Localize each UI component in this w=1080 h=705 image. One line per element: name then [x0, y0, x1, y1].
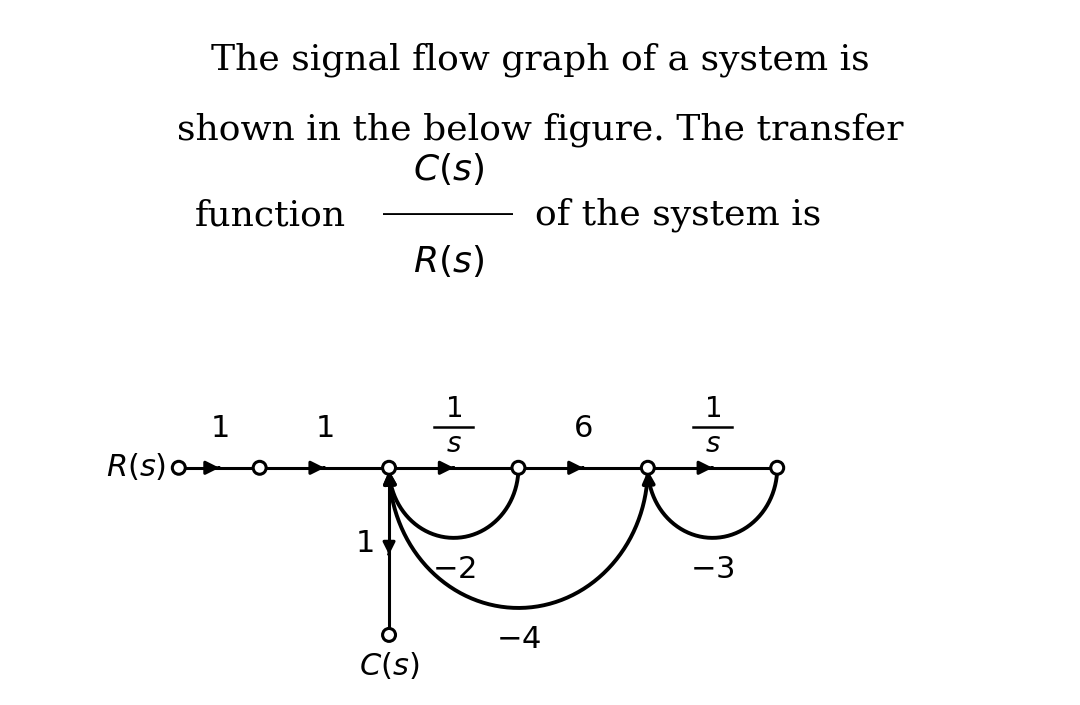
- Circle shape: [382, 461, 395, 474]
- Text: $s$: $s$: [446, 431, 461, 458]
- Text: $1$: $1$: [355, 528, 374, 559]
- Text: function: function: [194, 198, 346, 232]
- Text: $6$: $6$: [573, 413, 593, 444]
- Text: $R(s)$: $R(s)$: [413, 243, 484, 279]
- Text: $s$: $s$: [704, 431, 720, 458]
- Text: $-3$: $-3$: [690, 554, 734, 585]
- Circle shape: [512, 461, 525, 474]
- Circle shape: [382, 628, 395, 642]
- Text: $1$: $1$: [210, 413, 229, 444]
- Circle shape: [173, 461, 186, 474]
- Circle shape: [253, 461, 266, 474]
- Text: $1$: $1$: [704, 396, 721, 422]
- Circle shape: [771, 461, 784, 474]
- Text: of the system is: of the system is: [535, 198, 821, 232]
- Text: The signal flow graph of a system is: The signal flow graph of a system is: [211, 42, 869, 77]
- Text: $C(s)$: $C(s)$: [359, 651, 419, 682]
- Circle shape: [642, 461, 654, 474]
- Text: $C(s)$: $C(s)$: [413, 151, 484, 187]
- Text: $-2$: $-2$: [432, 554, 475, 585]
- Text: shown in the below figure. The transfer: shown in the below figure. The transfer: [177, 113, 903, 147]
- Text: $1$: $1$: [315, 413, 334, 444]
- Text: $1$: $1$: [445, 396, 462, 422]
- Text: $R(s)$: $R(s)$: [106, 453, 166, 484]
- Text: $-4$: $-4$: [496, 624, 541, 655]
